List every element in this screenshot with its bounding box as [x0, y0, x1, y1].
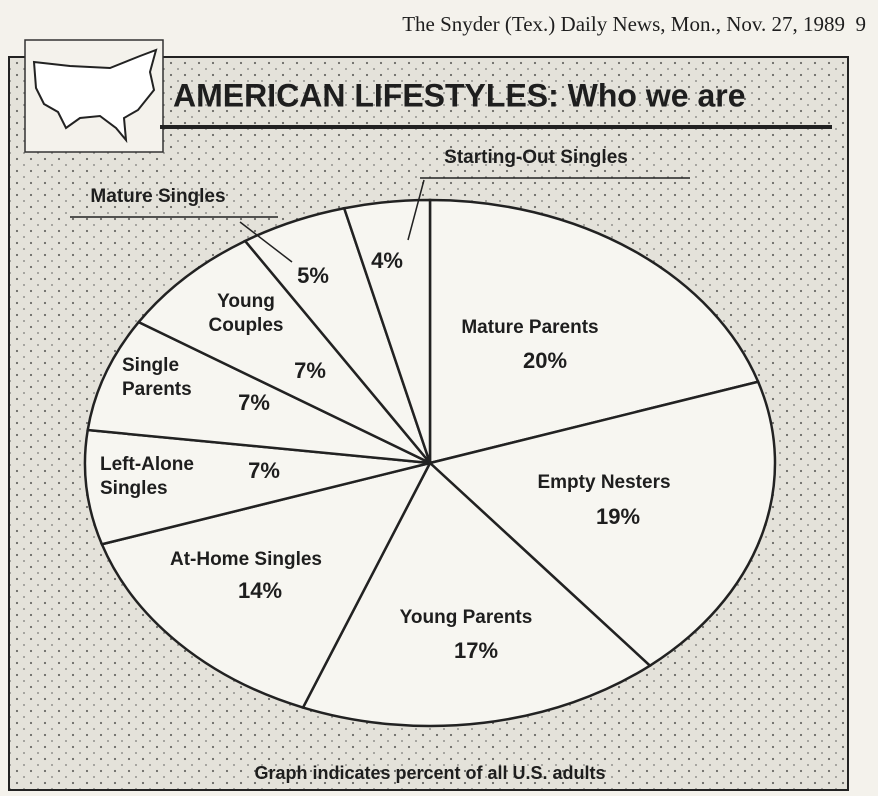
slice-label: Mature Singles	[90, 186, 225, 207]
chart-note: Graph indicates percent of all U.S. adul…	[254, 763, 605, 783]
value-label: 14%	[238, 578, 282, 603]
pie-slice	[83, 428, 431, 546]
pie-slice	[342, 198, 432, 464]
value-label: 7%	[294, 358, 326, 383]
map-icon	[24, 39, 164, 153]
value-label: 7%	[238, 390, 270, 415]
slice-label: Single Parents	[122, 355, 192, 400]
slice-label-line: Couples	[209, 315, 284, 336]
slice-label-line: Parents	[122, 379, 192, 400]
value-label: 17%	[454, 638, 498, 663]
slice-label-line: Single	[122, 355, 179, 376]
pie-slice	[428, 198, 760, 465]
page-number: 9	[856, 12, 867, 36]
pie-slice	[136, 239, 431, 465]
pie-slice	[427, 380, 777, 668]
pie-slice	[301, 460, 652, 728]
value-label: 7%	[248, 458, 280, 483]
value-label: 19%	[596, 504, 640, 529]
slice-label: Young Parents	[400, 607, 533, 628]
chart-title: AMERICAN LIFESTYLES: Who we are	[173, 77, 745, 113]
slice-label: Young Couples	[209, 291, 284, 336]
leader-line	[239, 221, 293, 263]
value-label: 5%	[297, 263, 329, 288]
slice-label-line: Young	[217, 291, 275, 312]
value-label: 20%	[523, 348, 567, 373]
slice-label-line: Singles	[100, 478, 168, 499]
leader-line	[407, 179, 425, 241]
slice-label-line: Left-Alone	[100, 454, 194, 475]
masthead: The Snyder (Tex.) Daily News, Mon., Nov.…	[402, 12, 845, 36]
value-label: 4%	[371, 248, 403, 273]
slice-label: Starting-Out Singles	[444, 147, 628, 168]
slice-label: Mature Parents	[461, 317, 598, 338]
pie-slice	[86, 320, 431, 465]
slice-label: Left-Alone Singles	[100, 454, 194, 499]
slice-label: At-Home Singles	[170, 549, 322, 570]
slice-label: Empty Nesters	[537, 472, 670, 493]
